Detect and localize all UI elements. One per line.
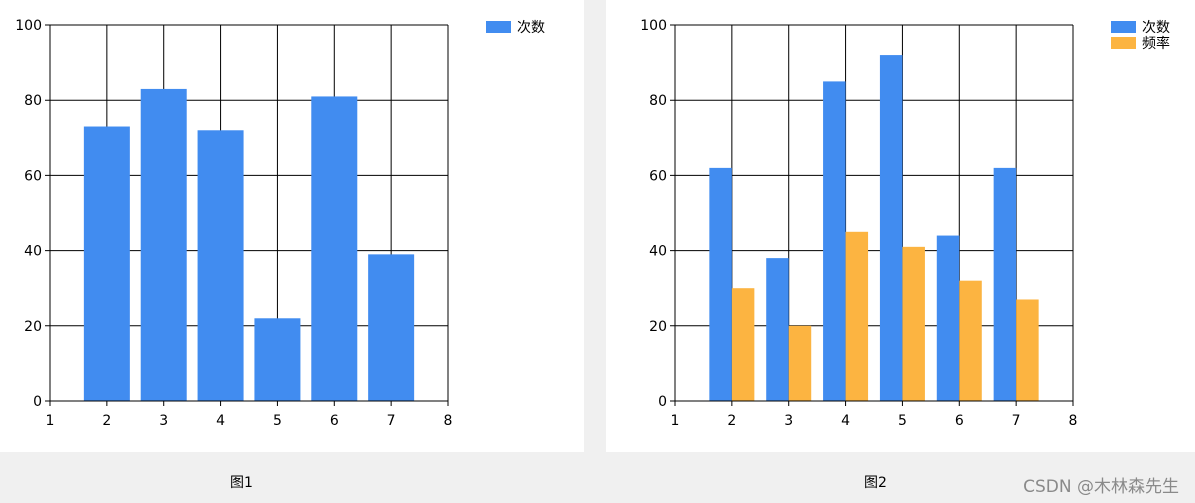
x-tick-label: 2: [727, 413, 736, 429]
csdn-watermark: CSDN @木林森先生: [1023, 477, 1179, 497]
bar: [879, 55, 903, 402]
chart-panel-1: 1 2 3 4 5 6 7 8 0 20 40 60 80 100 次数: [0, 0, 584, 452]
y-tick-label: 60: [649, 168, 667, 184]
bar: [197, 130, 244, 401]
y-tick-label: 100: [640, 18, 667, 34]
y-tick-label: 40: [649, 244, 667, 260]
bar: [709, 167, 732, 401]
chart-2-caption: 图2: [864, 475, 887, 491]
bar: [788, 325, 812, 401]
y-tick-label: 20: [649, 319, 667, 335]
y-tick-label: 80: [649, 93, 667, 109]
y-tick-label: 40: [24, 244, 42, 260]
bar: [823, 81, 846, 402]
legend-label: 次数: [1142, 20, 1170, 36]
x-tick-label: 3: [784, 413, 793, 429]
bar: [845, 231, 869, 401]
y-tick-label: 0: [658, 394, 667, 410]
x-tick-label: 4: [216, 413, 225, 429]
x-tick-label: 6: [955, 413, 964, 429]
legend-label: 频率: [1142, 35, 1170, 52]
y-tick-label: 80: [24, 93, 42, 109]
x-tick-label: 1: [46, 413, 55, 429]
y-tick-label: 20: [24, 319, 42, 335]
bar: [368, 254, 415, 401]
bar: [993, 167, 1017, 401]
x-tick-label: 1: [671, 413, 680, 429]
x-tick-label: 8: [1069, 413, 1078, 429]
x-tick-label: 3: [159, 413, 168, 429]
legend-swatch: [1111, 37, 1136, 49]
x-tick-label: 5: [898, 413, 907, 429]
bar: [83, 126, 130, 402]
bar: [902, 246, 925, 401]
bar: [959, 280, 982, 401]
bar: [140, 88, 187, 402]
bars: [83, 88, 415, 402]
legend-label: 次数: [517, 20, 545, 36]
legend-swatch: [486, 21, 511, 33]
x-tick-label: 2: [102, 413, 111, 429]
bar: [311, 96, 358, 401]
bar: [936, 235, 960, 401]
x-tick-label: 5: [273, 413, 282, 429]
x-tick-label: 7: [387, 413, 396, 429]
bars: [709, 55, 1039, 402]
chart-1-caption: 图1: [230, 475, 253, 491]
chart-panel-2: 1 2 3 4 5 6 7 8 0 20 40 60 80 100 次数 频率: [606, 0, 1195, 452]
x-tick-label: 4: [841, 413, 850, 429]
bar: [731, 288, 755, 401]
x-tick-label: 6: [330, 413, 339, 429]
y-tick-label: 100: [15, 18, 42, 34]
x-tick-label: 7: [1012, 413, 1021, 429]
bar: [1016, 299, 1039, 401]
y-tick-label: 0: [33, 394, 42, 410]
y-tick-label: 60: [24, 168, 42, 184]
bar: [254, 318, 301, 401]
bar: [766, 258, 789, 401]
x-tick-label: 8: [444, 413, 453, 429]
legend: 次数: [486, 20, 545, 36]
legend-swatch: [1111, 21, 1136, 33]
